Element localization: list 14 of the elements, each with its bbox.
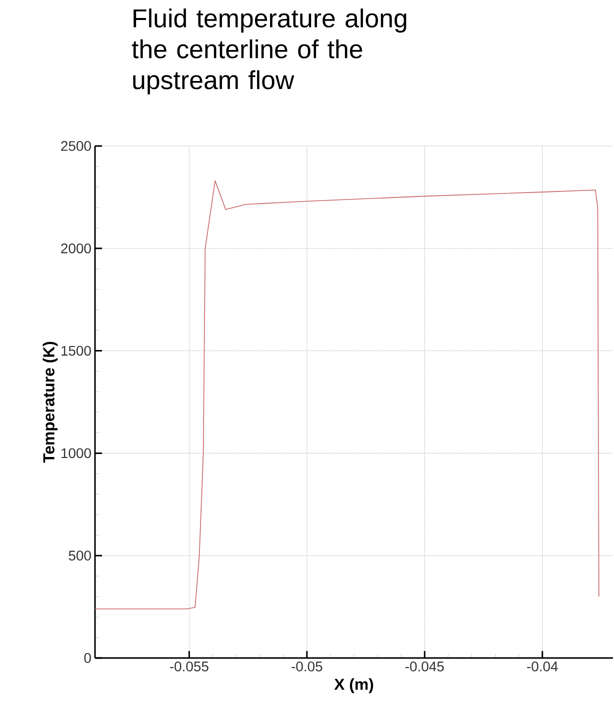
y-tick-label: 500 <box>68 550 92 561</box>
x-tick-label: -0.045 <box>406 662 444 672</box>
chart-title: Fluid temperature along the centerline of the upstream flow <box>132 8 406 94</box>
x-tick-label: -0.04 <box>527 662 558 672</box>
x-tick-label: -0.05 <box>292 662 322 672</box>
y-tick-label: 2000 <box>61 243 92 254</box>
x-tick-label: -0.055 <box>170 662 208 672</box>
y-tick-label: 2500 <box>61 141 92 151</box>
y-axis-title: Temperature (K) <box>42 342 58 463</box>
y-tick-label: 1500 <box>62 346 92 356</box>
y-tick-label: 0 <box>84 653 92 663</box>
x-axis-title: X (m) <box>334 678 374 694</box>
line-series <box>94 180 600 610</box>
y-tick-label: 1000 <box>62 448 92 458</box>
